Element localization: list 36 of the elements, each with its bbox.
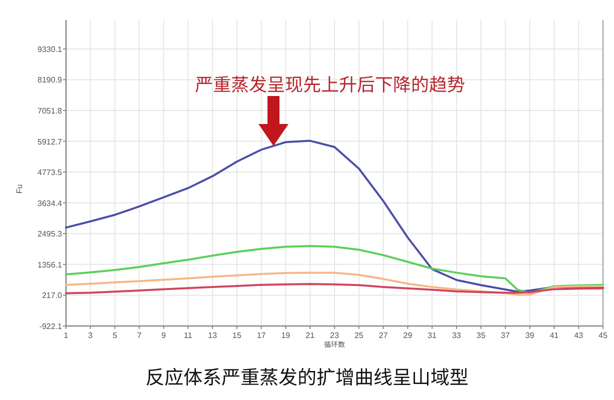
y-tick-label: -922.1 [39,322,63,331]
x-tick-label: 39 [525,331,535,340]
x-tick-label: 31 [428,331,438,340]
x-tick-label: 35 [476,331,486,340]
x-tick-label: 45 [598,331,608,340]
y-tick-label: 7051.8 [38,106,63,116]
x-tick-label: 11 [184,331,193,340]
y-tick-label: 8190.9 [38,76,63,85]
x-tick-label: 5 [112,331,118,340]
x-tick-label: 17 [256,331,266,340]
x-tick-label: 13 [208,331,218,340]
x-tick-label: 15 [232,331,242,340]
y-axis-title: Fu [15,184,24,194]
y-tick-label: 9330.1 [38,44,63,54]
y-tick-label: 2495.3 [38,230,63,239]
x-tick-label: 3 [88,331,94,340]
x-tick-label: 9 [161,331,166,340]
y-tick-label: 3634.4 [38,198,63,208]
x-tick-label: 37 [500,331,510,340]
x-tick-label: 43 [574,331,584,340]
x-tick-label: 1 [64,331,69,340]
x-tick-label: 29 [403,331,413,340]
y-tick-label: 217.0 [42,291,63,300]
y-tick-label: 5912.7 [38,137,63,146]
x-tick-label: 19 [281,331,291,340]
x-tick-label: 23 [330,331,340,340]
x-tick-label: 25 [354,331,364,340]
y-tick-label: 1356.1 [38,260,63,270]
x-tick-label: 27 [378,331,388,340]
annotation: 严重蒸发呈现先上升后下降的趋势 [195,70,465,97]
x-tick-label: 33 [452,331,462,340]
text: 反应体系严重蒸发的扩增曲线呈山域型 [145,363,469,390]
x-tick-label: 21 [306,331,316,340]
x-tick-label: 7 [137,331,142,340]
y-tick-label: 4773.5 [38,168,63,178]
x-tick-label: 41 [550,331,560,340]
